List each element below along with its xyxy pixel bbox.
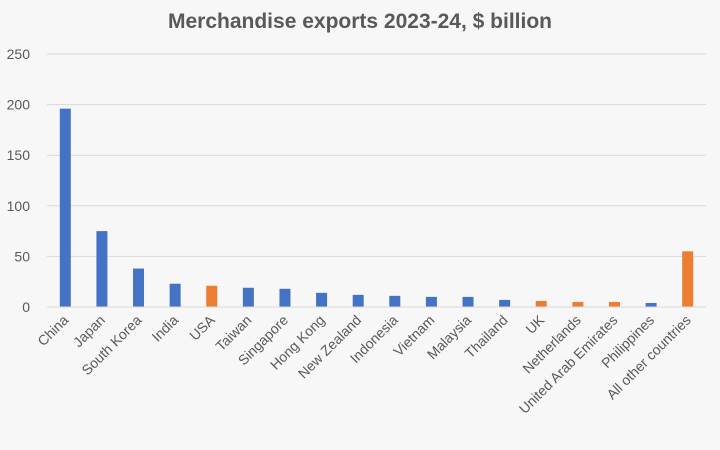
y-tick-label: 100 (7, 198, 31, 214)
gridlines (47, 53, 706, 257)
bars (59, 108, 694, 307)
bar (352, 294, 364, 307)
bar (169, 283, 181, 307)
x-tick-label: USA (186, 311, 218, 343)
bar (206, 285, 218, 307)
y-tick-label: 0 (22, 299, 30, 315)
x-tick-label: India (148, 312, 181, 345)
bar (645, 302, 657, 307)
bar (133, 268, 145, 307)
x-tick-label: China (34, 312, 71, 349)
bar (499, 299, 511, 307)
y-tick-label: 50 (14, 248, 30, 264)
bar (425, 296, 437, 307)
bar (682, 251, 694, 307)
bar (242, 287, 254, 307)
chart-title: Merchandise exports 2023-24, $ billion (168, 10, 552, 33)
bar (535, 300, 547, 307)
bar (389, 295, 401, 307)
bar (316, 292, 328, 307)
y-axis-ticks: 0 50 100 150 200 250 (7, 46, 31, 315)
bar (608, 301, 620, 307)
bar (572, 301, 584, 307)
bar (462, 296, 474, 307)
y-tick-label: 150 (7, 147, 31, 163)
bar (279, 288, 291, 307)
x-tick-label: UK (522, 311, 548, 337)
bar (59, 108, 71, 307)
y-tick-label: 200 (7, 97, 31, 113)
bar (96, 231, 108, 307)
y-tick-label: 250 (7, 46, 31, 62)
